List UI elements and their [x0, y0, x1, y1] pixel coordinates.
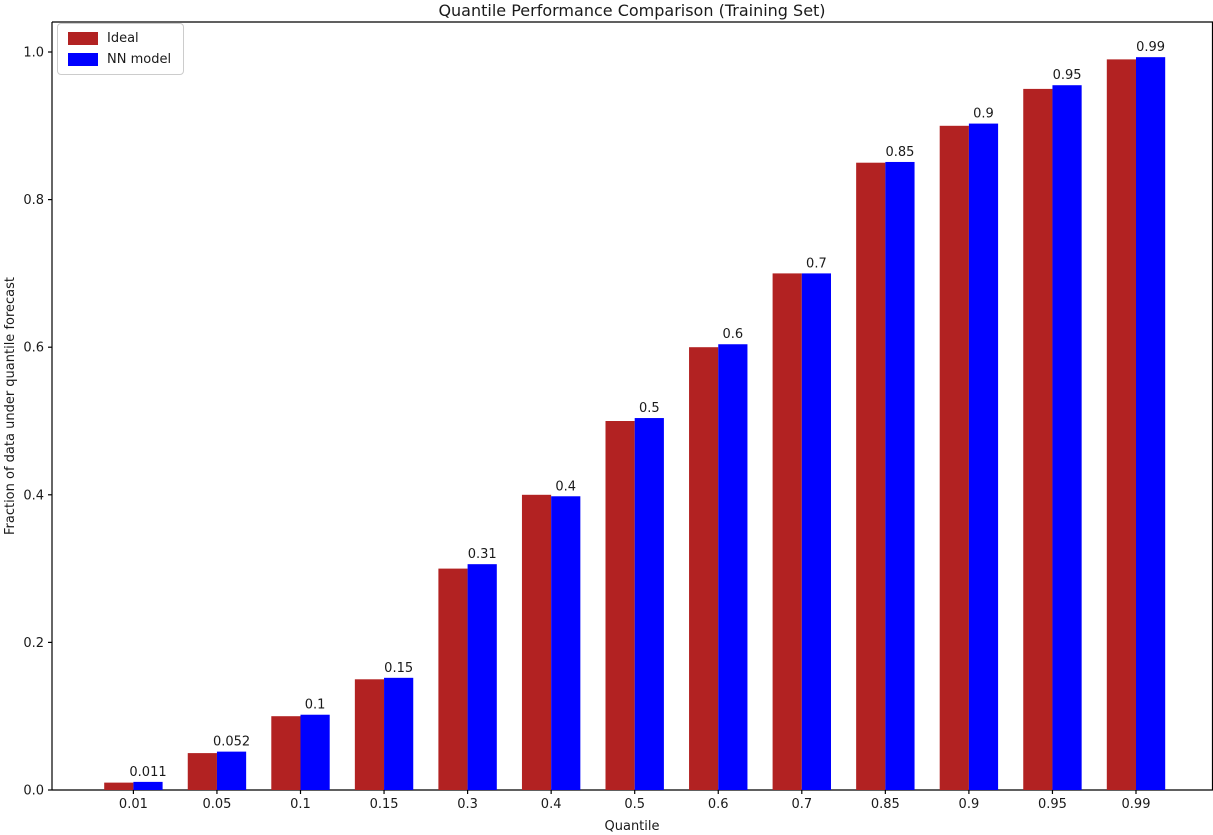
bar-value-label: 0.1	[305, 698, 326, 713]
bar-nn-model-0.3	[467, 564, 497, 790]
bar-value-label: 0.99	[1136, 40, 1165, 55]
bar-nn-model-0.95	[1052, 85, 1082, 790]
x-axis-label: Quantile	[605, 819, 660, 834]
y-axis-label: Fraction of data under quantile forecast	[3, 277, 18, 535]
x-tick-label: 0.01	[119, 797, 148, 812]
legend: Ideal NN model	[57, 23, 185, 75]
bar-nn-model-0.7	[801, 273, 831, 790]
legend-item-nn-model: NN model	[68, 52, 171, 67]
bar-value-label: 0.011	[129, 765, 166, 780]
x-tick-label: 0.4	[541, 797, 562, 812]
x-tick-label: 0.05	[202, 797, 231, 812]
legend-label-ideal: Ideal	[107, 31, 139, 46]
bar-ideal-0.01	[104, 782, 134, 790]
x-tick-label: 0.5	[624, 797, 645, 812]
nn-model-swatch-icon	[68, 53, 98, 66]
bar-value-label: 0.7	[806, 256, 827, 271]
bar-ideal-0.95	[1023, 88, 1053, 790]
x-tick-label: 0.95	[1038, 797, 1067, 812]
y-tick-label: 1.0	[23, 46, 44, 61]
bar-ideal-0.9	[939, 125, 969, 791]
x-tick-label: 0.9	[959, 797, 980, 812]
bar-nn-model-0.9	[968, 123, 999, 790]
bar-nn-model-0.85	[885, 161, 915, 790]
bar-nn-model-0.99	[1136, 57, 1166, 790]
y-tick-label: 0.0	[23, 784, 44, 799]
bar-ideal-0.4	[521, 494, 552, 790]
bar-ideal-0.1	[271, 716, 301, 790]
x-tick-label: 0.6	[708, 797, 729, 812]
bar-ideal-0.6	[689, 347, 719, 790]
bar-nn-model-0.4	[551, 496, 581, 790]
x-tick-label: 0.1	[290, 797, 311, 812]
bar-nn-model-0.15	[384, 677, 414, 790]
chart-title: Quantile Performance Comparison (Trainin…	[438, 1, 825, 20]
bar-ideal-0.05	[187, 753, 217, 790]
x-tick-label: 0.7	[791, 797, 812, 812]
bar-value-label: 0.6	[723, 327, 744, 342]
bar-value-label: 0.15	[384, 661, 413, 676]
plot-area: 0.0 0.2 0.4 0.6 0.8 1.0 0.01 0.011 0.05 0.052 0.1 0…	[23, 21, 1213, 812]
x-tick-label: 0.15	[370, 797, 399, 812]
legend-item-ideal: Ideal	[68, 31, 171, 46]
bar-nn-model-0.5	[634, 418, 664, 790]
bar-value-label: 0.31	[468, 547, 497, 562]
bar-value-label: 0.9	[973, 107, 994, 122]
ideal-swatch-icon	[68, 32, 98, 45]
bar-ideal-0.3	[438, 568, 468, 790]
legend-label-nn-model: NN model	[107, 52, 172, 67]
x-tick-label: 0.3	[457, 797, 478, 812]
bar-value-label: 0.95	[1053, 68, 1082, 83]
bar-nn-model-0.6	[718, 344, 748, 790]
x-tick-label: 0.99	[1122, 797, 1151, 812]
bar-value-label: 0.052	[213, 735, 250, 750]
bar-ideal-0.15	[354, 679, 385, 790]
bar-nn-model-0.1	[300, 714, 330, 790]
bar-ideal-0.5	[605, 421, 635, 790]
x-tick-label: 0.85	[871, 797, 900, 812]
bar-value-label: 0.4	[555, 479, 576, 494]
bar-ideal-0.85	[856, 162, 886, 790]
bar-nn-model-0.01	[133, 781, 163, 790]
y-tick-label: 0.2	[23, 636, 44, 651]
bar-ideal-0.99	[1106, 59, 1136, 790]
y-tick-label: 0.8	[23, 193, 44, 208]
y-tick-label: 0.6	[23, 341, 44, 356]
bar-value-label: 0.85	[885, 145, 914, 160]
bar-value-label: 0.5	[639, 401, 660, 416]
bar-nn-model-0.05	[216, 751, 247, 790]
bar-ideal-0.7	[772, 273, 802, 790]
y-tick-label: 0.4	[23, 488, 44, 503]
